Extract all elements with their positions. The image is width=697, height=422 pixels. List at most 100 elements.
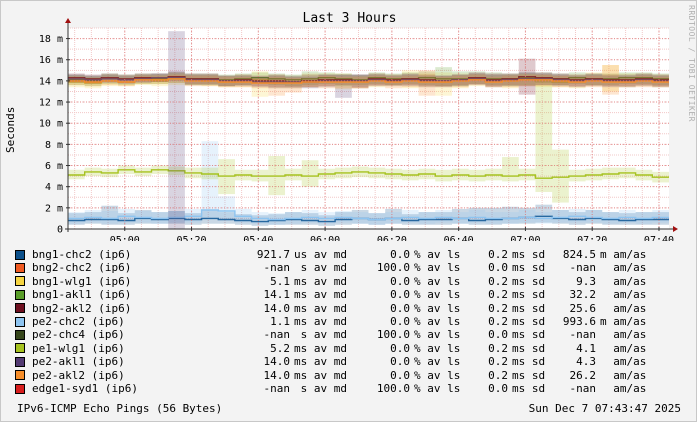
- legend-am: -nan: [569, 381, 597, 395]
- legend-loss: 0.0: [390, 368, 410, 382]
- legend-am-unit: m am/as: [600, 314, 647, 328]
- legend-loss-unit: % av ls: [414, 274, 461, 288]
- legend-avg: 14.0: [263, 368, 291, 382]
- series-0-band: [652, 212, 669, 225]
- legend-loss-unit: % av ls: [414, 368, 461, 382]
- legend-am-unit: m am/as: [600, 248, 647, 261]
- legend-swatch: [15, 370, 25, 381]
- legend-sd: 0.2: [488, 301, 508, 315]
- series-5-band: [218, 196, 235, 221]
- series-5-band: [552, 209, 569, 223]
- legend-name: pe2-akl2 (ip6): [32, 368, 125, 382]
- legend-am: 824.5: [562, 248, 596, 261]
- legend-sd-unit: ms sd: [512, 274, 546, 288]
- legend-name: bng1-chc2 (ip6): [32, 248, 132, 261]
- legend-loss: 0.0: [390, 301, 410, 315]
- series-0-band: [385, 208, 402, 224]
- series-9-band: [602, 65, 619, 95]
- x-tick-label: 07:20: [577, 235, 607, 241]
- legend-avg-unit: ms av md: [294, 355, 347, 369]
- series-5-median-line: [68, 209, 669, 221]
- y-tick-label: 14 m: [39, 76, 63, 87]
- series-5-band: [301, 209, 319, 223]
- series-5-band: [518, 209, 536, 223]
- x-tick-label: 05:00: [110, 235, 140, 241]
- legend-swatch: [15, 343, 25, 354]
- legend-name: pe2-akl1 (ip6): [32, 355, 125, 369]
- legend-sd: 0.2: [488, 248, 508, 261]
- legend-am-unit: am/as: [600, 355, 647, 369]
- legend-avg-unit: s av md: [294, 261, 347, 275]
- series-0-band: [335, 212, 352, 225]
- legend-avg: 5.1: [270, 274, 290, 288]
- legend-name: pe2-chc2 (ip6): [32, 314, 125, 328]
- y-axis-arrow: [65, 18, 71, 23]
- legend-avg: 14.1: [263, 288, 291, 302]
- series-5-band: [435, 209, 452, 223]
- legend-name: bng1-wlg1 (ip6): [32, 274, 132, 288]
- legend-sd: 0.2: [488, 355, 508, 369]
- legend-loss-unit: % av ls: [414, 355, 461, 369]
- series-5-band: [84, 209, 102, 223]
- legend-avg-unit: s av md: [294, 381, 347, 395]
- legend-sd: 0.2: [488, 341, 508, 355]
- legend-row: edge1-syd1 (ip6) -nan s av md 100.0 % av ls…: [15, 382, 695, 395]
- legend-loss-unit: % av ls: [414, 314, 461, 328]
- legend-am: 25.6: [569, 301, 597, 315]
- y-tick-label: 10 m: [39, 119, 63, 130]
- legend-row: pe2-chc4 (ip6) -nan s av md 100.0 % av ls 0.…: [15, 328, 695, 341]
- legend-row: pe1-wlg1 (ip6) 5.2 ms av md 0.0 % av ls 0.2 ms…: [15, 342, 695, 355]
- series-8-band: [168, 31, 185, 229]
- legend-am-unit: am/as: [600, 274, 647, 288]
- legend-am-unit: am/as: [600, 328, 647, 342]
- legend-avg-unit: ms av md: [294, 274, 347, 288]
- legend-am-unit: am/as: [600, 261, 647, 275]
- legend-am: 26.2: [569, 368, 597, 382]
- legend-swatch: [15, 303, 25, 314]
- legend-row: bng2-chc2 (ip6) -nan s av md 100.0 % av ls 0…: [15, 261, 695, 274]
- series-7-median-line: [68, 169, 669, 179]
- series-0-band: [251, 215, 269, 226]
- y-tick-label: 12 m: [39, 98, 63, 109]
- legend-am: -nan: [569, 328, 597, 342]
- series-5-band: [101, 211, 119, 224]
- legend-avg: 5.2: [270, 341, 290, 355]
- series-5-band: [401, 209, 419, 223]
- series-0-band: [351, 209, 369, 224]
- legend-am: 32.2: [569, 288, 597, 302]
- legend-avg-unit: ms av md: [294, 368, 347, 382]
- legend-name: edge1-syd1 (ip6): [32, 381, 138, 395]
- y-tick-label: 0: [57, 225, 63, 236]
- y-tick-label: 6 m: [45, 161, 63, 172]
- legend-loss-unit: % av ls: [414, 248, 461, 261]
- legend-loss: 100.0: [376, 328, 410, 342]
- legend-loss-unit: % av ls: [414, 261, 461, 275]
- legend-avg: -nan: [263, 381, 291, 395]
- legend-loss: 0.0: [390, 248, 410, 261]
- legend-loss: 100.0: [376, 381, 410, 395]
- legend-am: 4.1: [576, 341, 596, 355]
- legend-loss: 0.0: [390, 341, 410, 355]
- legend-name: bng1-akl1 (ip6): [32, 288, 132, 302]
- series-9-band: [268, 76, 286, 96]
- legend-sd-unit: ms sd: [512, 381, 546, 395]
- legend: bng1-chc2 (ip6) 921.7 us av md 0.0 % av ls 0.…: [15, 248, 695, 395]
- legend-avg: 14.0: [263, 301, 291, 315]
- legend-sd-unit: ms sd: [512, 355, 546, 369]
- legend-loss-unit: % av ls: [414, 341, 461, 355]
- series-0-band: [234, 214, 252, 225]
- legend-am-unit: am/as: [600, 288, 647, 302]
- series-9-median-line: [68, 78, 669, 84]
- legend-row: pe2-chc2 (ip6) 1.1 ms av md 0.0 % av ls 0.2 ms…: [15, 315, 695, 328]
- series-5-band: [585, 209, 603, 223]
- legend-row: bng2-akl2 (ip6) 14.0 ms av md 0.0 % av ls 0.2…: [15, 302, 695, 315]
- legend-sd-unit: ms sd: [512, 368, 546, 382]
- series-0-band: [618, 213, 636, 225]
- legend-avg-unit: ms av md: [294, 288, 347, 302]
- series-0-band: [485, 207, 503, 225]
- series-4-median-line: [68, 76, 669, 83]
- legend-swatch: [15, 249, 25, 260]
- legend-sd-unit: ms sd: [512, 328, 546, 342]
- legend-sd: 0.2: [488, 368, 508, 382]
